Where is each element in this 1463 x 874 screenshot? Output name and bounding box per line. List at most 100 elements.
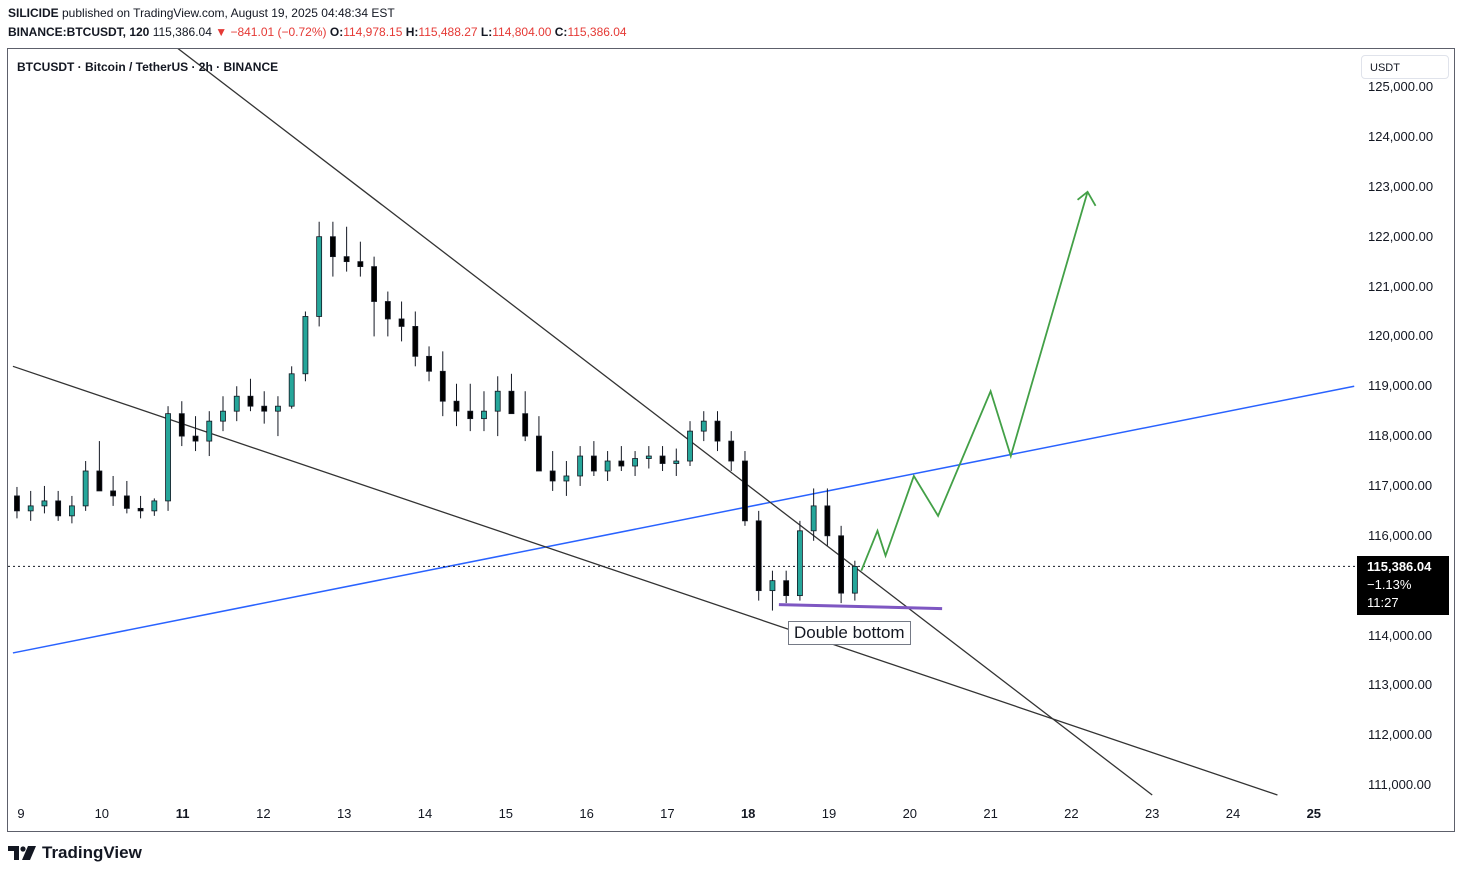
price-tick-label: 114,000.00 [1368,627,1433,643]
candle-down [426,355,432,372]
candle-up [645,455,652,459]
last-price-change: −1.13% [1367,577,1412,592]
candle-up [82,470,89,507]
candle-up [481,410,487,420]
time-tick-label: 24 [1225,806,1241,821]
price-tick-label: 123,000.00 [1368,178,1434,194]
time-tick-label: 22 [1064,806,1079,821]
price-tick-label: 111,000.00 [1368,777,1432,793]
candle-up [797,530,803,597]
candle-down [824,505,831,537]
candle-up [769,580,776,592]
candle-up [563,475,570,482]
price-tick-label: 113,000.00 [1368,677,1433,693]
double-bottom-line [778,603,943,611]
time-tick-label: 25 [1306,806,1322,821]
blue-trendline [12,385,1355,654]
candle-up [165,413,171,502]
candle-down [714,420,721,442]
change-value: −841.01 (−0.72%) [230,25,327,39]
candle-up [69,505,75,517]
time-tick-label: 15 [498,806,514,821]
candle-up [851,566,858,594]
time-tick-label: 13 [336,806,352,821]
candle-up [288,373,295,407]
candle-up [27,505,34,512]
candle-up [316,236,323,317]
candle-down [755,520,762,592]
candle-up [275,405,281,412]
tradingview-brand: TradingView [42,843,142,862]
candle-down [14,495,20,512]
candle-up [700,420,707,432]
time-tick-label: 14 [417,806,433,821]
candle-down [742,460,748,522]
time-tick-label: 19 [821,806,837,821]
low-value: 114,804.00 [492,25,552,39]
ticker: BINANCE:BTCUSDT, 120 [8,25,150,39]
close-label: C: [554,25,568,39]
time-tick-label: 20 [902,806,918,821]
candle-down [453,400,460,412]
time-tick-label: 11 [175,806,190,821]
candle-down [384,301,391,320]
publisher-name[interactable]: SILICIDE [8,6,59,20]
price-tick-label: 119,000.00 [1368,378,1433,394]
candle-up [302,316,309,375]
time-tick-label: 9 [17,806,25,821]
time-tick-label: 23 [1144,806,1160,821]
time-tick-label: 10 [94,806,110,821]
candle-down [123,495,130,509]
time-tick-label: 17 [660,806,675,821]
candle-down [96,470,103,492]
last-price: 115,386.04 [152,25,212,39]
candle-down [137,507,144,512]
candle-up [604,460,611,472]
last-price-value: 115,386.04 [1367,559,1432,574]
upper-trendline [177,49,1153,796]
candle-down [439,370,446,402]
price-tick-label: 118,000.00 [1368,428,1433,444]
candle-up [151,500,158,512]
time-tick-label: 16 [579,806,594,821]
price-tick-label: 117,000.00 [1368,477,1433,493]
candle-down [261,405,268,412]
publish-date: published on TradingView.com, August 19,… [58,6,395,20]
double-bottom-annotation[interactable]: Double bottom [788,621,911,645]
candle-down [522,413,529,437]
high-value: 115,488.27 [418,25,478,39]
candle-down [343,256,350,263]
candle-down [467,410,474,420]
candle-up [494,390,501,412]
candle-down [329,236,336,258]
candle-down [357,261,364,268]
candle-up [687,430,693,462]
candle-up [220,410,226,422]
candle-down [412,326,419,357]
price-tick-label: 120,000.00 [1368,328,1434,344]
candle-down [371,266,377,302]
candle-down [618,460,625,467]
candle-down [659,455,666,464]
tradingview-logo[interactable]: TradingView [8,843,142,863]
publish-info: SILICIDE published on TradingView.com, A… [8,6,395,20]
candle-down [728,440,735,462]
lower-trendline [12,365,1278,796]
candle-up [673,460,680,464]
candle-up [632,458,638,467]
chart-frame[interactable] [7,48,1455,832]
tradingview-logo-icon [8,846,36,860]
candle-up [206,420,213,442]
last-price-label: 115,386.04 −1.13% 11:27 [1357,556,1449,615]
close-value: 115,386.04 [567,25,627,39]
candle-up [41,500,48,507]
currency-button[interactable]: USDT [1361,55,1449,79]
price-tick-label: 122,000.00 [1368,228,1434,244]
candle-down [192,435,199,442]
ohlc-line: BINANCE:BTCUSDT, 120 115,386.04 ▼ −841.0… [8,25,627,39]
time-tick-label: 21 [983,806,998,821]
bar-countdown: 11:27 [1367,595,1399,610]
down-arrow-icon: ▼ [215,25,228,39]
price-tick-label: 121,000.00 [1368,278,1434,294]
